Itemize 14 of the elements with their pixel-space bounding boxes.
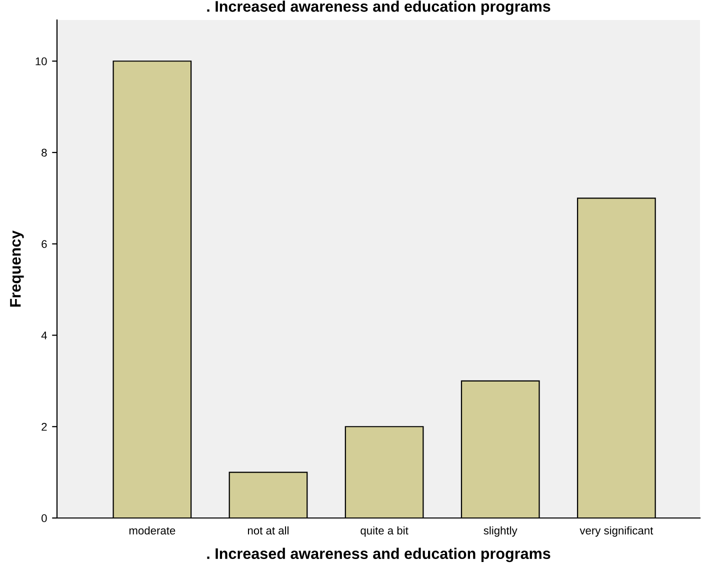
x-tick-label: moderate — [129, 526, 176, 534]
y-tick-label: 8 — [42, 148, 47, 157]
y-tick-label: 10 — [36, 57, 47, 66]
x-tick-label: slightly — [484, 526, 518, 537]
y-axis-title: Frequency — [10, 230, 24, 307]
x-tick-label: quite a bit — [360, 526, 408, 537]
x-tick-label: very significant — [580, 526, 654, 537]
y-tick-label: 2 — [42, 422, 47, 431]
x-axis-title: . Increased awareness and education programs — [207, 548, 550, 562]
y-tick-label: 6 — [42, 240, 47, 248]
x-tick-label: not at all — [248, 526, 288, 534]
chart-title: . Increased awareness and education programs — [207, 0, 550, 15]
y-tick-label: 4 — [41, 332, 47, 340]
y-tick-label: 0 — [42, 514, 47, 522]
